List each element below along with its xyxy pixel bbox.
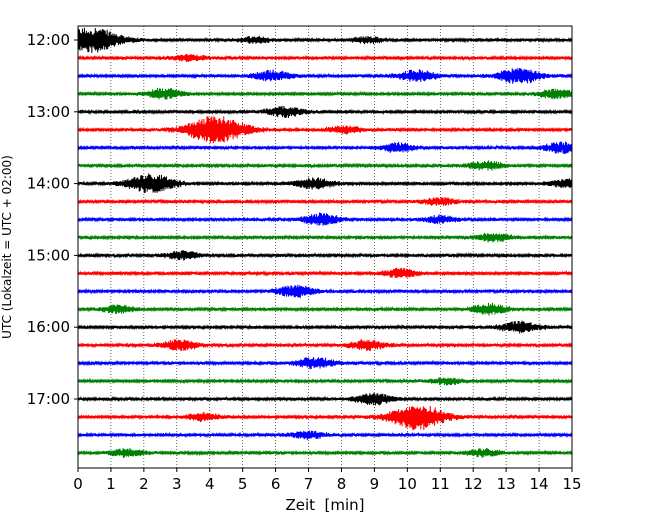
y-axis: 12:00 13:00 14:00 15:00 16:00 17:00 [27, 31, 78, 408]
trace-line [77, 53, 573, 63]
trace-line [77, 68, 573, 84]
y-tick-label: 14:00 [27, 175, 70, 193]
x-tick-label: 14 [530, 475, 549, 493]
x-tick-label: 6 [271, 475, 281, 493]
trace-line [77, 250, 573, 261]
x-tick-label: 15 [562, 475, 581, 493]
trace-line [77, 267, 573, 278]
trace-line [77, 232, 573, 243]
trace-line [77, 377, 573, 386]
y-tick-label: 13:00 [27, 103, 70, 121]
x-tick-label: 8 [337, 475, 347, 493]
traces-layer [77, 27, 573, 459]
x-axis: 0 1 2 3 4 5 6 7 8 9 10 11 12 13 14 15 [73, 468, 582, 493]
x-tick-label: 2 [139, 475, 149, 493]
x-tick-label: 0 [73, 475, 83, 493]
trace-line [77, 430, 573, 441]
trace-line [77, 357, 573, 370]
x-tick-label: 3 [172, 475, 182, 493]
y-tick-label: 15:00 [27, 246, 70, 264]
trace-line [77, 27, 573, 53]
trace-line [77, 160, 573, 171]
trace-line [77, 392, 573, 406]
trace-line [77, 105, 573, 119]
x-tick-label: 12 [464, 475, 483, 493]
x-tick-label: 1 [106, 475, 116, 493]
trace-line [77, 87, 573, 100]
x-tick-label: 10 [398, 475, 417, 493]
y-tick-label: 17:00 [27, 390, 70, 408]
trace-line [77, 406, 573, 431]
trace-line [77, 302, 573, 316]
y-axis-label: UTC (Lokalzeit = UTC + 02:00) [0, 155, 14, 339]
x-axis-label: Zeit [min] [285, 496, 364, 514]
y-tick-label: 16:00 [27, 318, 70, 336]
trace-line [77, 212, 573, 226]
trace-line [77, 284, 573, 298]
x-tick-label: 5 [238, 475, 248, 493]
x-tick-label: 7 [304, 475, 314, 493]
trace-line [77, 339, 573, 351]
trace-line [77, 448, 573, 459]
trace-line [77, 196, 573, 206]
trace-line [77, 116, 573, 144]
trace-line [77, 173, 573, 194]
y-tick-label: 12:00 [27, 31, 70, 49]
x-tick-label: 13 [497, 475, 516, 493]
trace-line [77, 141, 573, 154]
trace-line [77, 320, 573, 334]
x-tick-label: 4 [205, 475, 215, 493]
x-tick-label: 9 [370, 475, 380, 493]
plot-frame [77, 25, 573, 469]
x-tick-label: 11 [431, 475, 450, 493]
